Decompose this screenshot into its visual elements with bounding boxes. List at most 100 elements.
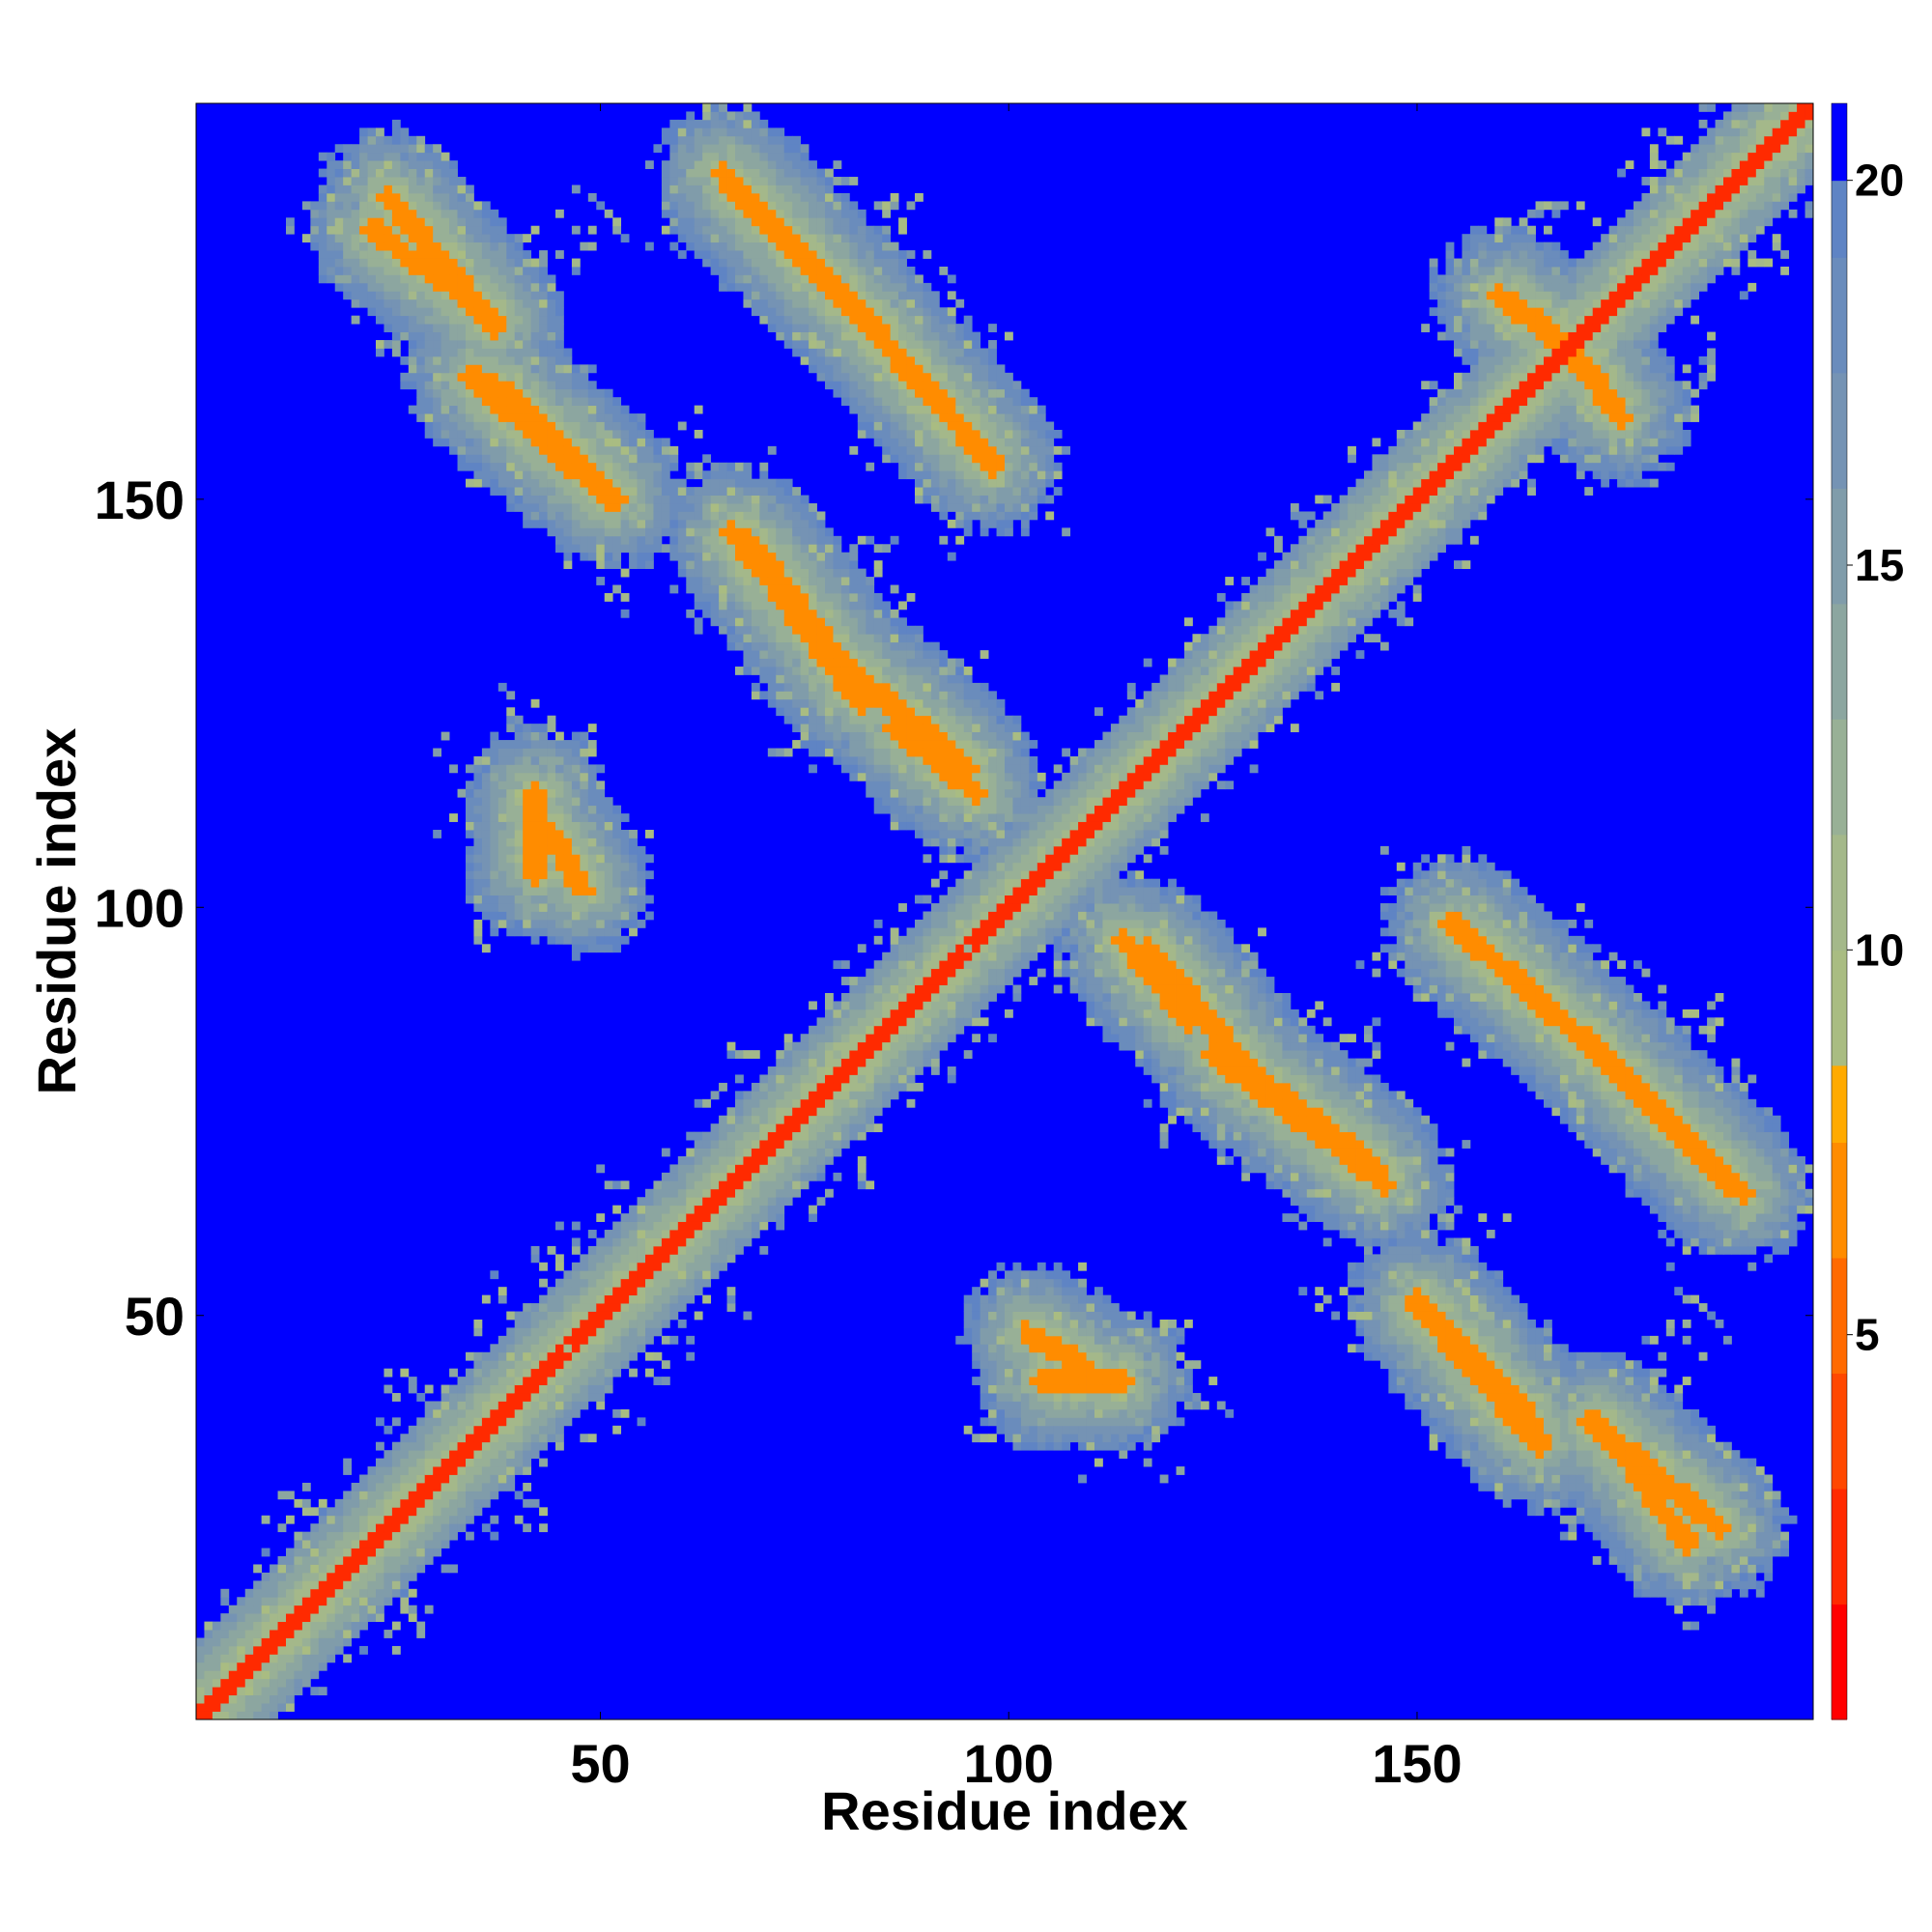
heatmap-cell	[270, 1687, 278, 1696]
heatmap-cell	[261, 1605, 270, 1614]
heatmap-cell	[898, 724, 907, 733]
heatmap-cell	[351, 242, 360, 251]
heatmap-cell	[523, 895, 532, 904]
heatmap-cell	[825, 282, 834, 292]
heatmap-cell	[735, 274, 744, 284]
heatmap-cell	[440, 1434, 450, 1443]
heatmap-cell	[620, 438, 630, 447]
heatmap-cell	[759, 201, 769, 211]
heatmap-cell	[530, 870, 540, 880]
heatmap-cell	[490, 355, 499, 365]
heatmap-cell	[327, 1621, 336, 1631]
heatmap-cell	[384, 1474, 393, 1484]
heatmap-cell	[416, 372, 426, 382]
heatmap-cell	[514, 242, 524, 251]
heatmap-cell	[481, 1417, 491, 1427]
heatmap-cell	[759, 119, 769, 128]
heatmap-cell	[481, 324, 491, 332]
heatmap-cell	[890, 258, 899, 268]
heatmap-cell	[400, 1572, 410, 1581]
heatmap-cell	[809, 544, 817, 554]
heatmap-cell	[612, 445, 622, 455]
heatmap-cell	[563, 911, 573, 921]
heatmap-cell	[857, 1066, 867, 1075]
heatmap-cell	[555, 291, 564, 300]
heatmap-cell	[539, 797, 548, 807]
heatmap-cell	[661, 1311, 670, 1321]
heatmap-cell	[473, 242, 483, 251]
heatmap-cell	[391, 274, 401, 284]
heatmap-cell	[408, 1531, 417, 1541]
heatmap-cell	[767, 495, 777, 504]
heatmap-cell	[661, 487, 670, 496]
heatmap-cell	[416, 209, 426, 218]
heatmap-cell	[408, 274, 417, 284]
heatmap-cell	[408, 364, 417, 374]
heatmap-cell	[253, 1645, 263, 1655]
heatmap-cell	[433, 830, 442, 838]
heatmap-cell	[816, 568, 826, 578]
heatmap-cell	[286, 1556, 295, 1565]
heatmap-cell	[555, 438, 564, 447]
heatmap-cell	[571, 527, 581, 537]
heatmap-cell	[506, 331, 516, 341]
heatmap-cell	[359, 1507, 368, 1517]
heatmap-cell	[547, 495, 556, 504]
heatmap-cell	[384, 217, 393, 227]
heatmap-cell	[490, 1368, 499, 1378]
heatmap-cell	[587, 862, 597, 871]
heatmap-cell	[587, 445, 597, 455]
heatmap-cell	[449, 348, 458, 357]
heatmap-cell	[514, 1368, 524, 1378]
heatmap-cell	[783, 1050, 793, 1059]
heatmap-cell	[882, 1034, 892, 1043]
heatmap-cell	[587, 1351, 597, 1361]
heatmap-cell	[751, 617, 760, 627]
heatmap-cell	[391, 266, 401, 275]
heatmap-cell	[873, 977, 883, 985]
heatmap-cell	[473, 307, 483, 317]
heatmap-cell	[792, 1123, 802, 1133]
heatmap-cell	[473, 217, 483, 227]
heatmap-cell	[530, 1450, 540, 1460]
heatmap-cell	[351, 1507, 360, 1517]
heatmap-cell	[294, 1597, 303, 1606]
heatmap-cell	[400, 1434, 410, 1443]
heatmap-cell	[547, 438, 556, 447]
heatmap-cell	[816, 577, 826, 585]
heatmap-cell	[580, 895, 589, 904]
heatmap-cell	[629, 535, 638, 545]
heatmap-cell	[776, 552, 785, 561]
heatmap-cell	[686, 225, 696, 235]
heatmap-cell	[866, 348, 875, 357]
heatmap-cell	[776, 478, 785, 488]
heatmap-cell	[612, 405, 622, 414]
heatmap-cell	[571, 1262, 581, 1271]
heatmap-cell	[604, 895, 613, 904]
heatmap-cell	[400, 185, 410, 194]
heatmap-cell	[743, 544, 753, 554]
heatmap-cell	[653, 1377, 663, 1385]
heatmap-cell	[334, 1564, 344, 1574]
heatmap-cell	[694, 1221, 703, 1231]
heatmap-cell	[506, 903, 516, 912]
heatmap-cell	[792, 1074, 802, 1084]
heatmap-cell	[481, 355, 491, 365]
heatmap-cell	[466, 895, 474, 904]
heatmap-cell	[751, 1205, 760, 1214]
heatmap-cell	[825, 372, 834, 382]
heatmap-cell	[408, 1482, 417, 1492]
heatmap-cell	[849, 201, 859, 211]
heatmap-cell	[473, 821, 483, 831]
heatmap-cell	[719, 568, 727, 578]
heatmap-cell	[497, 1360, 507, 1370]
heatmap-cell	[873, 715, 883, 724]
heatmap-cell	[440, 250, 450, 259]
heatmap-cell	[809, 724, 817, 733]
heatmap-cell	[449, 381, 458, 390]
heatmap-cell	[514, 764, 524, 774]
heatmap-cell	[686, 1188, 696, 1198]
heatmap-cell	[866, 650, 875, 659]
heatmap-cell	[457, 1434, 467, 1443]
heatmap-cell	[809, 748, 817, 757]
